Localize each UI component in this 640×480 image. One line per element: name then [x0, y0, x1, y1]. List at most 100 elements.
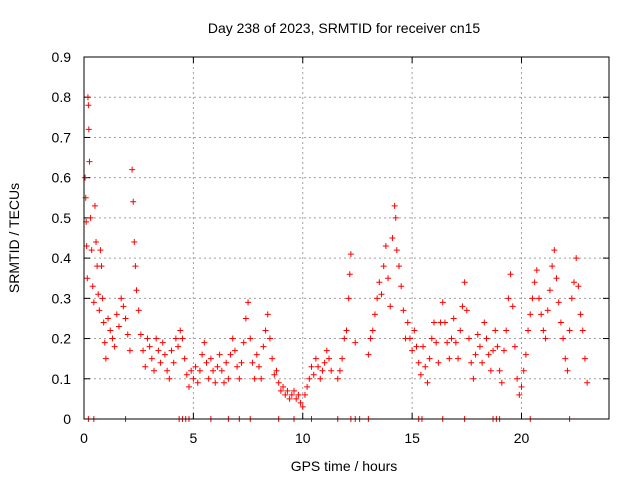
data-point: [196, 367, 203, 374]
data-point: [216, 351, 223, 358]
data-point: [188, 367, 195, 374]
data-point: [505, 295, 512, 302]
data-point: [282, 391, 289, 398]
data-point: [573, 255, 580, 262]
data-point: [132, 263, 139, 270]
y-tick-label: 0.9: [52, 49, 72, 65]
data-point: [229, 335, 236, 342]
data-point: [249, 359, 256, 366]
data-point: [522, 351, 529, 358]
data-point: [461, 279, 468, 286]
data-point: [549, 263, 556, 270]
data-point: [140, 347, 147, 354]
data-point: [251, 375, 258, 382]
data-point: [431, 319, 437, 326]
data-point: [107, 327, 114, 334]
data-point: [533, 267, 540, 274]
data-point: [284, 387, 291, 394]
data-point: [137, 331, 144, 338]
data-point: [490, 347, 497, 354]
x-tick-label: 10: [295, 430, 311, 446]
data-point: [151, 367, 157, 374]
data-point: [374, 295, 381, 302]
data-point: [476, 343, 483, 350]
data-point: [223, 359, 230, 366]
data-point: [328, 367, 335, 374]
tick-layer: 0 0.1 0.2 0.3 0.4 0.5 0.6 0.7 0.8 0.9 0 5 10 15 20: [52, 49, 609, 446]
data-point: [406, 335, 413, 342]
data-point: [542, 335, 549, 342]
data-point: [146, 343, 153, 350]
data-point: [113, 311, 120, 318]
data-point: [531, 279, 538, 286]
data-point: [496, 367, 503, 374]
data-point: [148, 355, 155, 362]
y-tick-label: 0.2: [52, 331, 72, 347]
data-point: [186, 383, 192, 390]
y-tick-label: 0.4: [52, 250, 72, 266]
data-point: [295, 391, 302, 398]
data-point: [398, 283, 405, 290]
data-point: [304, 383, 311, 390]
data-point: [190, 375, 197, 382]
y-tick-label: 0.8: [52, 89, 72, 105]
x-tick-label: 5: [189, 430, 197, 446]
data-point: [155, 347, 162, 354]
data-point: [183, 371, 190, 378]
data-point: [575, 283, 582, 290]
data-point: [584, 379, 591, 386]
data-point: [346, 271, 353, 278]
data-point: [371, 311, 378, 318]
data-point: [459, 303, 466, 310]
data-point: [474, 331, 481, 338]
data-point: [323, 347, 330, 354]
data-point: [288, 391, 295, 398]
data-point: [501, 347, 507, 354]
data-point: [266, 335, 273, 342]
x-tick-label: 0: [80, 430, 88, 446]
data-point: [312, 355, 319, 362]
data-point: [293, 395, 300, 402]
data-point: [387, 303, 394, 310]
data-point: [214, 363, 221, 370]
data-point: [91, 202, 98, 209]
data-point: [380, 263, 387, 270]
data-point: [481, 319, 488, 326]
data-point: [339, 355, 346, 362]
data-point: [553, 275, 560, 282]
data-point: [172, 335, 179, 342]
data-point: [98, 263, 105, 270]
data-point: [207, 355, 214, 362]
data-point: [367, 335, 374, 342]
data-point: [253, 351, 260, 358]
data-point: [422, 363, 429, 370]
data-point: [231, 347, 238, 354]
data-point: [192, 363, 199, 370]
data-point: [536, 295, 542, 302]
data-point: [116, 323, 122, 330]
data-point: [144, 335, 151, 342]
data-point: [126, 347, 133, 354]
data-point: [225, 375, 232, 382]
data-point: [236, 375, 243, 382]
data-point: [483, 335, 490, 342]
data-point: [564, 367, 571, 374]
data-point: [385, 275, 392, 282]
plot-frame: [83, 56, 610, 420]
data-point: [450, 315, 457, 322]
data-point: [201, 339, 208, 346]
data-point: [435, 359, 442, 366]
data-point: [321, 359, 328, 366]
data-point: [319, 367, 326, 374]
data-point: [507, 271, 514, 278]
y-axis-label: SRMTID / TECUs: [6, 183, 22, 293]
data-point: [297, 399, 304, 406]
data-point: [88, 247, 95, 254]
data-point: [199, 351, 206, 358]
data-point: [433, 339, 440, 346]
data-point: [218, 367, 225, 374]
data-point: [101, 339, 108, 346]
data-point: [404, 319, 411, 326]
data-point: [498, 379, 505, 386]
data-point: [446, 355, 453, 362]
